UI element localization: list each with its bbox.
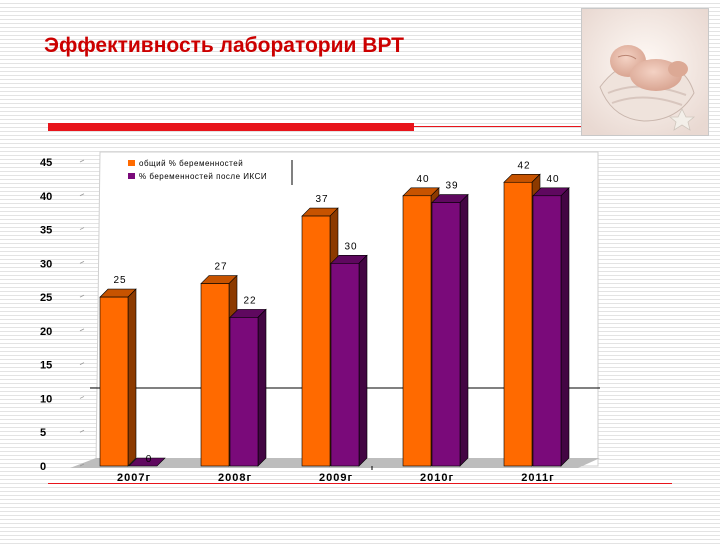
y-axis: 0 5 10 15 20 25 30 35 40 45: [40, 157, 85, 473]
legend-swatch: [128, 173, 135, 179]
legend: общий % беременностей % беременностей пос…: [128, 159, 267, 181]
bars-group: 25 0 27 22 37 30 40 39 42 40: [99, 160, 570, 467]
data-label: 30: [344, 241, 357, 252]
y-tick-mark: [79, 260, 85, 264]
data-label: 37: [315, 194, 328, 205]
bar-icsi-2011г: [532, 187, 570, 467]
x-tick-label: 2009г: [319, 472, 353, 484]
y-tick-label: 10: [40, 393, 52, 405]
y-tick-mark: [79, 294, 85, 298]
data-label: 42: [517, 160, 530, 171]
x-tick-label: 2007г: [117, 472, 151, 484]
y-tick-mark: [79, 159, 85, 163]
y-tick-label: 35: [40, 225, 52, 237]
y-tick-label: 20: [40, 326, 52, 338]
bar-front: [402, 195, 432, 467]
data-label: 39: [445, 181, 458, 192]
x-tick-label: 2011г: [521, 472, 554, 484]
baby-photo-image: [582, 9, 708, 135]
y-tick-label: 40: [40, 191, 52, 203]
data-label: 40: [546, 174, 559, 185]
bar-icsi-2009г: [330, 254, 368, 467]
bar-icsi-2010г: [431, 193, 469, 467]
bar-side: [127, 288, 137, 467]
bar-total-2007г: [99, 288, 137, 467]
y-tick-mark: [79, 328, 85, 332]
bar-side: [560, 187, 570, 467]
data-label: 27: [214, 262, 227, 273]
y-tick-mark: [79, 227, 85, 230]
slide-title: Эффективность лаборатории ВРТ: [44, 34, 405, 57]
data-label: 0: [146, 454, 153, 465]
bar-front: [200, 283, 230, 467]
bar-front: [503, 181, 533, 467]
x-axis: 2007г 2008г 2009г 2010г 2011г: [117, 472, 554, 484]
bar-side: [459, 193, 469, 467]
y-tick-label: 25: [40, 292, 52, 304]
baby-photo: [581, 8, 709, 136]
bar-front: [229, 317, 259, 467]
legend-entry: общий % беременностей: [139, 159, 243, 168]
y-tick-label: 15: [40, 360, 52, 372]
bar-front: [532, 195, 562, 467]
bar-front: [431, 202, 461, 467]
data-label: 25: [113, 275, 126, 286]
y-tick-label: 5: [40, 427, 46, 439]
bar-front: [99, 296, 129, 467]
x-tick-label: 2010г: [420, 472, 454, 484]
x-tick-label: 2008г: [218, 472, 252, 484]
y-tick-mark: [79, 362, 85, 366]
data-label: 40: [416, 174, 429, 185]
y-tick-mark: [79, 396, 85, 399]
legend-swatch: [128, 160, 135, 166]
bar-side: [358, 254, 368, 467]
y-tick-label: 45: [40, 157, 52, 169]
bar-front: [301, 215, 331, 467]
bottom-rule: [48, 483, 672, 484]
bar-top: [128, 457, 166, 467]
legend-entry: % беременностей после ИКСИ: [139, 172, 267, 181]
data-label: 22: [243, 295, 256, 306]
title-underline-thin: [414, 126, 708, 127]
bar-front: [330, 263, 360, 467]
y-tick-label: 30: [40, 258, 52, 270]
y-tick-mark: [79, 429, 85, 433]
bar-side: [257, 308, 267, 467]
bar-icsi-2007г: [128, 457, 166, 467]
y-tick-mark: [79, 463, 85, 467]
title-underline-thick: [48, 123, 414, 131]
y-tick-label: 0: [40, 461, 46, 473]
y-tick-mark: [79, 193, 85, 197]
bar-icsi-2008г: [229, 308, 267, 467]
